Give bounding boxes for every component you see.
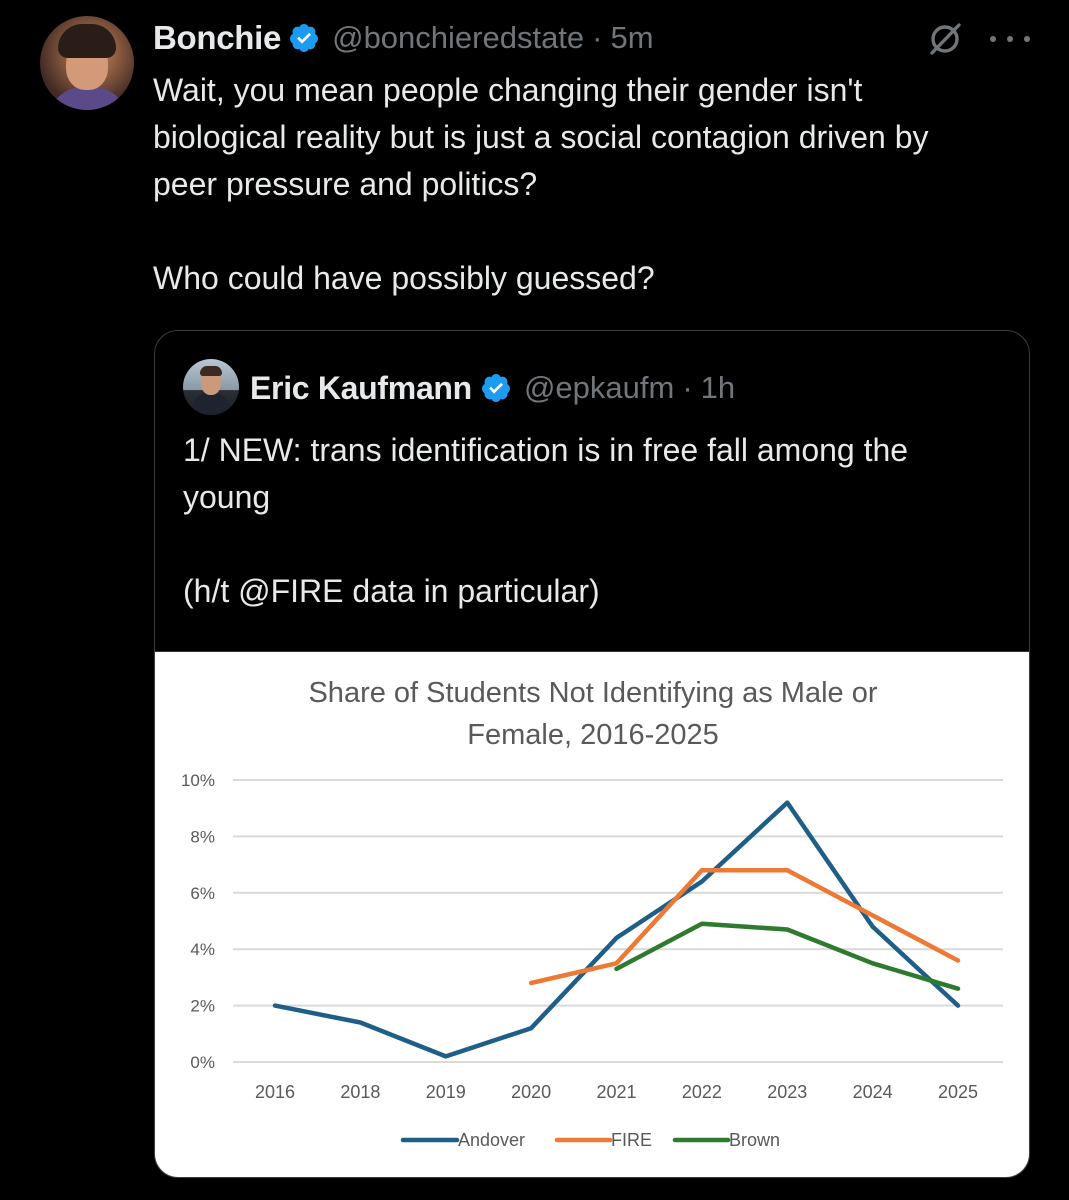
tweet-text-line: Who could have possibly guessed? bbox=[153, 260, 655, 296]
quoted-tweet[interactable]: Eric Kaufmann @epkaufm · 1h 1/ NEW: tran… bbox=[154, 330, 1030, 1178]
author-handle[interactable]: @bonchieredstate bbox=[332, 20, 585, 55]
x-tick-label: 2019 bbox=[426, 1082, 466, 1102]
x-tick-label: 2016 bbox=[255, 1082, 295, 1102]
separator-dot: · bbox=[592, 20, 603, 55]
tweet-text: Wait, you mean people changing their gen… bbox=[153, 67, 1043, 302]
x-tick-label: 2025 bbox=[938, 1082, 978, 1102]
x-tick-label: 2023 bbox=[767, 1082, 807, 1102]
line-chart: Share of Students Not Identifying as Mal… bbox=[181, 677, 1003, 1150]
legend-label: Brown bbox=[729, 1130, 780, 1150]
x-tick-label: 2018 bbox=[340, 1082, 380, 1102]
chart-title: Share of Students Not Identifying as Mal… bbox=[308, 677, 877, 709]
tweet-timestamp[interactable]: 5m bbox=[610, 20, 654, 55]
author-name[interactable]: Bonchie bbox=[153, 19, 282, 56]
author-avatar[interactable] bbox=[40, 16, 134, 110]
separator-dot: · bbox=[682, 370, 693, 405]
grok-icon[interactable] bbox=[926, 20, 964, 58]
quoted-timestamp[interactable]: 1h bbox=[700, 370, 736, 405]
quoted-text-line: (h/t @FIRE data in particular) bbox=[183, 573, 600, 609]
tweet-header: Bonchie @bonchieredstate · 5m bbox=[153, 18, 654, 58]
quoted-author-handle[interactable]: @epkaufm bbox=[523, 370, 675, 405]
series-line-fire bbox=[528, 867, 961, 986]
x-tick-label: 2021 bbox=[596, 1082, 636, 1102]
quoted-tweet-text: 1/ NEW: trans identification is in free … bbox=[183, 427, 1013, 615]
y-tick-label: 0% bbox=[190, 1053, 215, 1072]
x-tick-label: 2022 bbox=[682, 1082, 722, 1102]
legend-label: Andover bbox=[458, 1130, 525, 1150]
series-line-andover bbox=[272, 800, 961, 1059]
y-tick-label: 6% bbox=[190, 884, 215, 903]
quoted-author-name[interactable]: Eric Kaufmann bbox=[250, 369, 472, 406]
chart-image[interactable]: Share of Students Not Identifying as Mal… bbox=[155, 651, 1029, 1177]
chart-title: Female, 2016-2025 bbox=[467, 719, 719, 751]
x-tick-label: 2020 bbox=[511, 1082, 551, 1102]
quoted-tweet-header: Eric Kaufmann @epkaufm · 1h bbox=[250, 366, 735, 410]
quoted-author-avatar[interactable] bbox=[183, 359, 239, 415]
more-options-icon[interactable] bbox=[990, 24, 1030, 54]
series-line-brown bbox=[614, 921, 961, 991]
legend-label: FIRE bbox=[611, 1130, 652, 1150]
tweet-text-line: biological reality but is just a social … bbox=[153, 119, 929, 155]
verified-badge-icon bbox=[481, 374, 510, 402]
tweet-text-line: peer pressure and politics? bbox=[153, 166, 538, 202]
y-tick-label: 8% bbox=[190, 827, 215, 846]
quoted-text-line: 1/ NEW: trans identification is in free … bbox=[183, 432, 909, 468]
verified-badge-icon bbox=[290, 24, 319, 52]
y-tick-label: 10% bbox=[181, 771, 215, 790]
x-tick-label: 2024 bbox=[853, 1082, 893, 1102]
y-tick-label: 2% bbox=[190, 997, 215, 1016]
quoted-text-line: young bbox=[183, 479, 271, 515]
y-tick-label: 4% bbox=[190, 940, 215, 959]
tweet-text-line: Wait, you mean people changing their gen… bbox=[153, 72, 863, 108]
